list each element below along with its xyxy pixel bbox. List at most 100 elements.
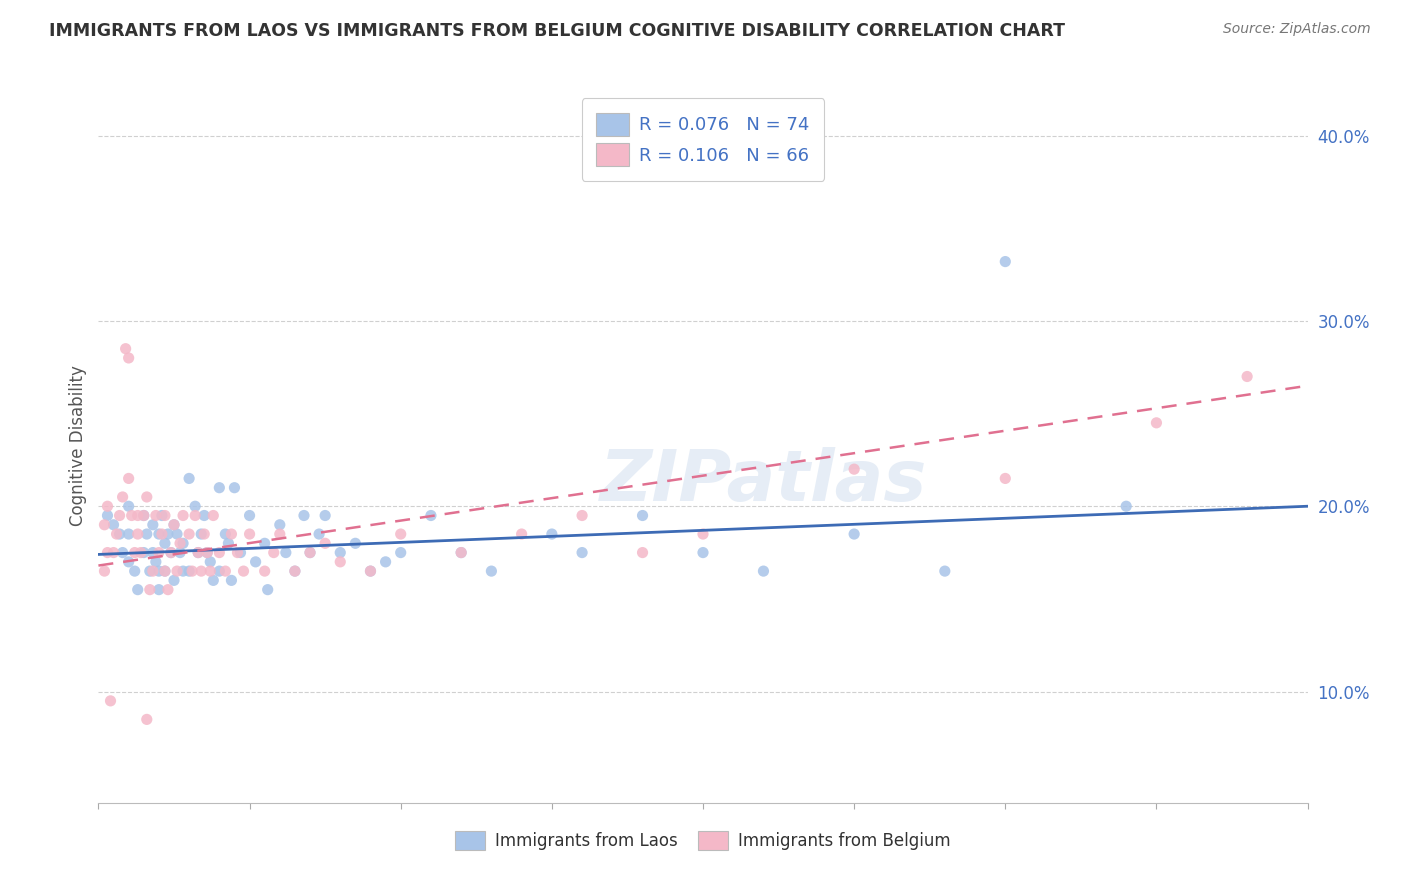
Point (156, 582, 179, 597)
Point (994, 254, 1017, 268)
Y-axis label: Cognitive Disability: Cognitive Disability (69, 366, 87, 526)
Text: ZIPatlas: ZIPatlas (600, 447, 927, 516)
Point (299, 545, 322, 559)
Point (118, 527, 141, 541)
Point (631, 508, 654, 523)
Point (360, 564, 382, 578)
Point (214, 527, 236, 541)
Point (142, 564, 165, 578)
Point (93, 517, 115, 532)
Point (224, 481, 246, 495)
Point (540, 527, 562, 541)
Point (571, 508, 593, 523)
Point (374, 555, 396, 569)
Point (420, 508, 443, 523)
Point (1144, 416, 1167, 430)
Point (450, 545, 472, 559)
Point (208, 481, 231, 495)
Point (344, 536, 367, 550)
Legend: Immigrants from Laos, Immigrants from Belgium: Immigrants from Laos, Immigrants from Be… (447, 822, 959, 859)
Point (202, 574, 225, 588)
Point (127, 527, 149, 541)
Point (114, 342, 136, 356)
Point (200, 555, 222, 569)
Point (108, 527, 131, 541)
Point (187, 545, 209, 559)
Point (135, 527, 157, 541)
Point (118, 351, 141, 365)
Point (221, 574, 243, 588)
Point (169, 536, 191, 550)
Point (389, 527, 412, 541)
Point (184, 500, 207, 514)
Point (844, 462, 866, 476)
Point (139, 564, 162, 578)
Text: IMMIGRANTS FROM LAOS VS IMMIGRANTS FROM BELGIUM COGNITIVE DISABILITY CORRELATION: IMMIGRANTS FROM LAOS VS IMMIGRANTS FROM … (49, 22, 1066, 40)
Point (269, 527, 291, 541)
Point (253, 536, 276, 550)
Point (103, 545, 125, 559)
Point (752, 564, 775, 578)
Point (934, 564, 956, 578)
Point (166, 564, 188, 578)
Point (163, 517, 186, 532)
Point (179, 527, 201, 541)
Point (118, 500, 141, 514)
Point (153, 536, 176, 550)
Point (148, 527, 170, 541)
Point (692, 527, 714, 541)
Point (181, 564, 204, 578)
Point (232, 564, 254, 578)
Point (389, 545, 412, 559)
Point (1115, 500, 1137, 514)
Point (179, 564, 201, 578)
Point (163, 574, 186, 588)
Point (193, 508, 215, 523)
Point (153, 564, 176, 578)
Point (150, 527, 173, 541)
Point (253, 564, 276, 578)
Point (103, 517, 125, 532)
Point (221, 527, 243, 541)
Point (169, 545, 191, 559)
Point (692, 545, 714, 559)
Point (269, 517, 291, 532)
Point (263, 545, 285, 559)
Point (245, 555, 267, 569)
Point (135, 712, 157, 726)
Point (96, 508, 118, 523)
Point (132, 508, 155, 523)
Point (160, 545, 183, 559)
Point (314, 536, 336, 550)
Point (148, 582, 170, 597)
Point (208, 545, 231, 559)
Point (202, 508, 225, 523)
Point (195, 545, 218, 559)
Point (172, 564, 194, 578)
Point (226, 545, 249, 559)
Point (329, 545, 352, 559)
Point (132, 545, 155, 559)
Point (292, 508, 315, 523)
Point (139, 582, 162, 597)
Point (510, 527, 533, 541)
Point (284, 564, 307, 578)
Point (190, 564, 212, 578)
Point (329, 555, 352, 569)
Point (239, 527, 262, 541)
Point (172, 536, 194, 550)
Point (200, 564, 222, 578)
Point (187, 545, 209, 559)
Point (360, 564, 382, 578)
Point (96, 545, 118, 559)
Point (190, 527, 212, 541)
Point (148, 545, 170, 559)
Point (127, 508, 149, 523)
Point (118, 471, 141, 485)
Point (299, 545, 322, 559)
Point (994, 471, 1017, 485)
Point (124, 545, 146, 559)
Point (160, 545, 183, 559)
Point (172, 508, 194, 523)
Point (127, 582, 149, 597)
